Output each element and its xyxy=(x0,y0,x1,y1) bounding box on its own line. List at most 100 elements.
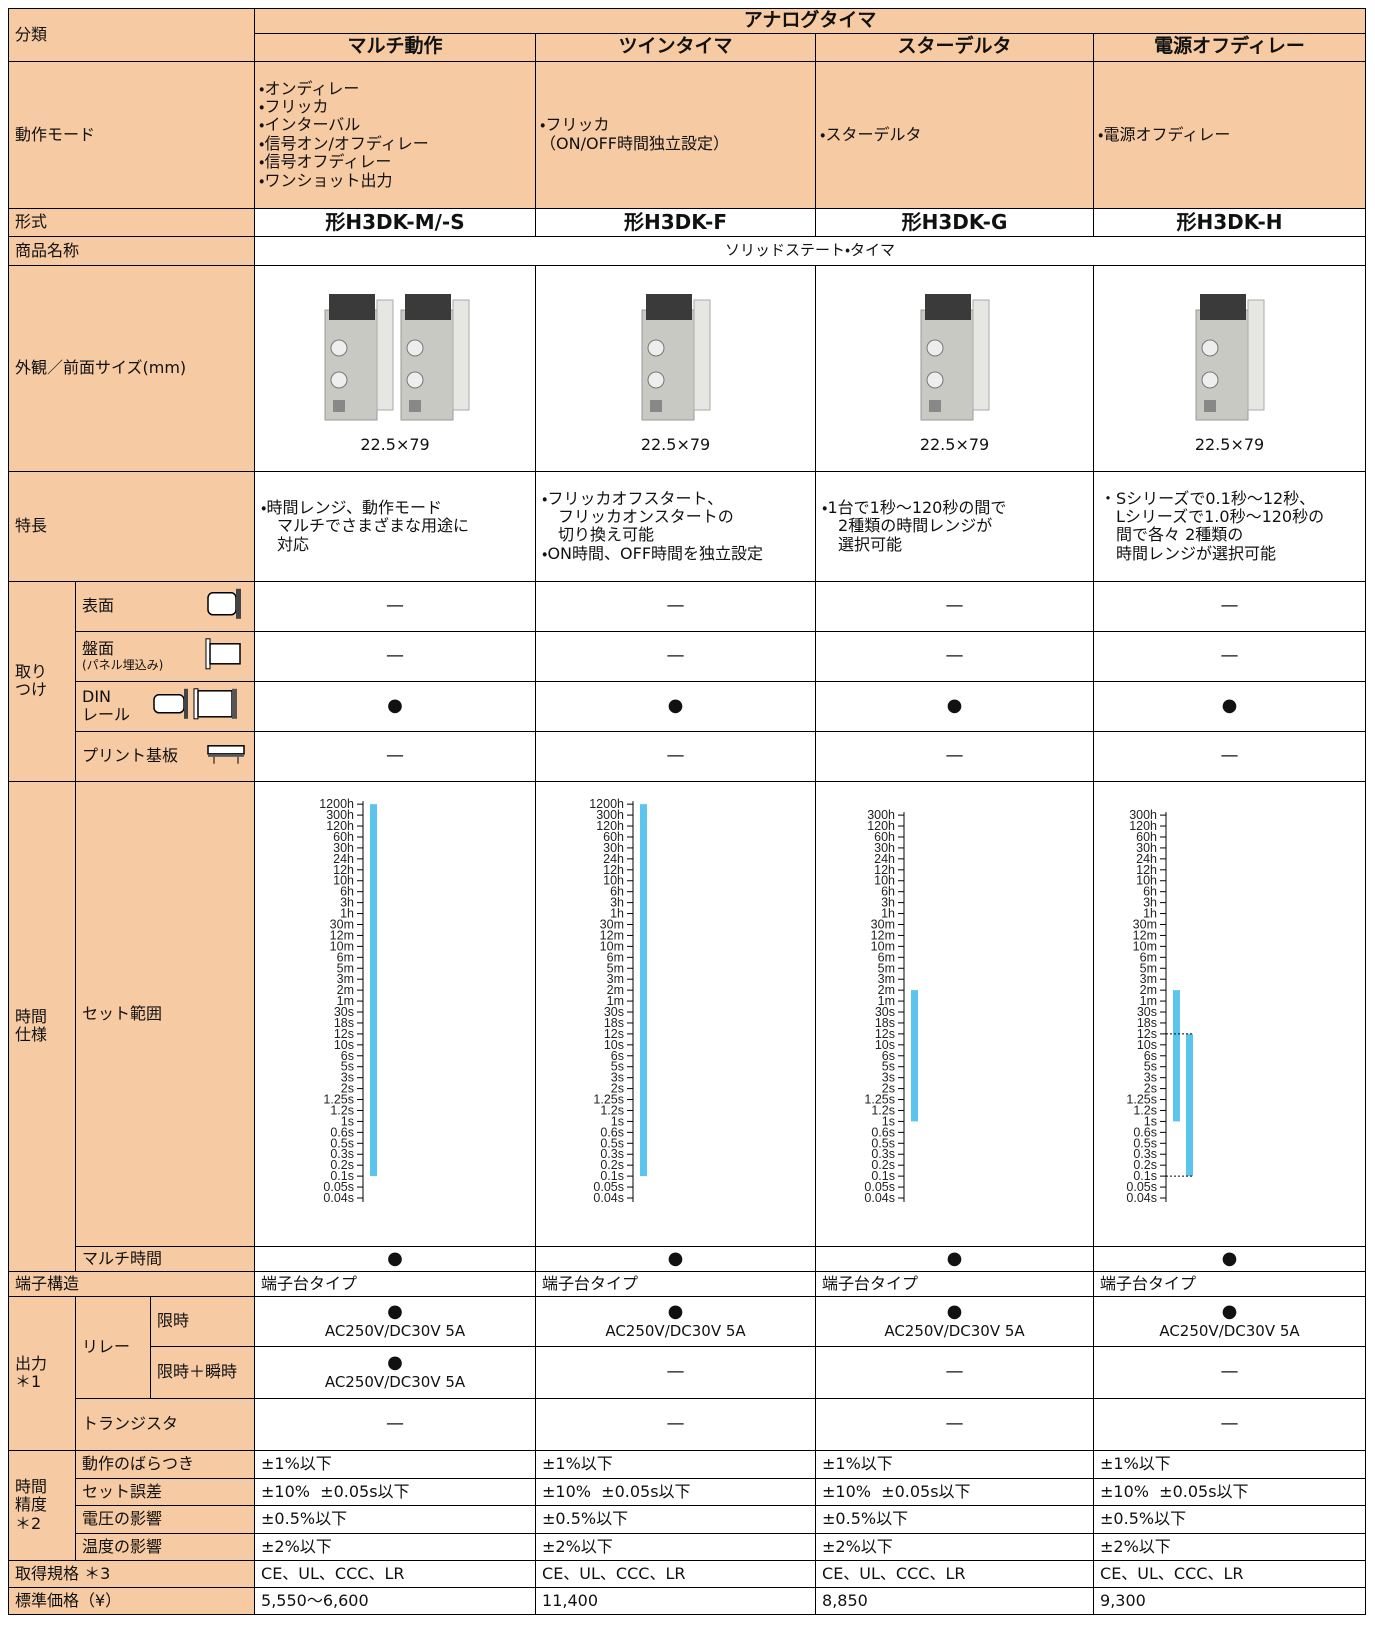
scale-label: 5s xyxy=(341,1060,354,1074)
mode-cell: ・オンディレー ・フリッカ ・インターバル ・信号オン/オフディレー ・信号オフ… xyxy=(254,60,537,209)
scale-label: 120h xyxy=(867,819,895,833)
scale-label: 2s xyxy=(882,1081,895,1095)
scale-label: 0.04s xyxy=(1126,1191,1157,1205)
appearance-cell: 22.5×79 xyxy=(1093,264,1367,472)
device-shape xyxy=(693,299,711,411)
output-mark: ● xyxy=(387,1352,403,1374)
mount-label: 表面 xyxy=(74,580,256,632)
output-cell: ● AC250V/DC30V 5A xyxy=(254,1345,537,1399)
icon-shape xyxy=(207,592,237,616)
scale-label: 12h xyxy=(603,863,624,877)
product-name: ソリッドステート・タイマ xyxy=(254,235,1367,266)
scale-label: 1200h xyxy=(319,797,354,811)
range-row: 時間 仕様 セット範囲 1200h 300h 120h 60h 30h 24h 12h 10h 6h… xyxy=(8,780,1367,1272)
icon-shape xyxy=(207,745,245,765)
accuracy-cell: ±1%以下 xyxy=(535,1449,817,1479)
scale-label: 1s xyxy=(341,1114,354,1128)
scale-label: 30h xyxy=(603,841,624,855)
product-image xyxy=(1195,294,1265,421)
scale-label: 12h xyxy=(874,863,895,877)
row-label: 温度の影響 xyxy=(74,1532,256,1561)
output-cell: — xyxy=(535,1397,817,1451)
scale-label: 30m xyxy=(600,917,624,931)
scale-label: 24h xyxy=(1136,852,1157,866)
mounting-row: 取り つけ 表面 — — — — xyxy=(8,580,1367,782)
scale-label: 6s xyxy=(611,1049,624,1063)
product-header: マルチ動作 xyxy=(254,32,537,62)
icon-shape xyxy=(232,689,238,720)
scale-label: 1m xyxy=(607,994,624,1008)
terminal-cell: 端子台タイプ xyxy=(535,1270,817,1297)
mounting-row: DIN レール ● ● ● ● xyxy=(9,680,1367,732)
scale-label: 1.2s xyxy=(330,1103,354,1117)
scale-label: 300h xyxy=(596,808,624,822)
scale-label: 5m xyxy=(607,961,624,975)
mount-cell: — xyxy=(815,730,1095,782)
group-label: 出力 ＊1 xyxy=(8,1295,76,1451)
scale-label: 6s xyxy=(1144,1049,1157,1063)
scale-label: 0.3s xyxy=(600,1147,624,1161)
scale-label: 1.25s xyxy=(593,1092,624,1106)
mount-icon xyxy=(204,588,246,624)
scale-label: 12s xyxy=(875,1027,895,1041)
appearance-cell: 22.5×79 xyxy=(535,264,817,472)
price-cell: 5,550～6,600 xyxy=(254,1586,537,1615)
time-range-chart: 1200h300h120h60h30h24h12h10h6h3h1h30m12m… xyxy=(589,797,648,1205)
appearance-cell: 22.5×79 xyxy=(815,264,1095,472)
scale-label: 18s xyxy=(1137,1016,1157,1030)
range-cell: 300h 120h 60h 30h 24h 12h 10h 6h 3h 1h 30m 12m 10m 6m… xyxy=(1093,780,1367,1247)
scale-label: 0.04s xyxy=(323,1191,354,1205)
mount-cell: — xyxy=(254,630,537,682)
time-range-chart: 300h120h60h30h24h12h10h6h3h1h30m12m10m6m… xyxy=(1126,808,1194,1205)
output-mark: ● xyxy=(387,1301,403,1323)
scale-label: 30s xyxy=(334,1005,354,1019)
range-bar xyxy=(640,804,648,1176)
mode-cell: ・フリッカ （ON/OFF時間独立設定） xyxy=(535,60,817,209)
output-cell: ● AC250V/DC30V 5A xyxy=(254,1295,537,1347)
feature-cell: ・1台で1秒～120秒の間で 2種類の時間レンジが 選択可能 xyxy=(815,470,1095,582)
product-image xyxy=(641,294,711,421)
icon-shape xyxy=(208,754,245,758)
icon-shape xyxy=(209,643,241,665)
scale-label: 60h xyxy=(333,830,354,844)
accuracy-cell: ±0.5%以下 xyxy=(815,1504,1095,1534)
accuracy-cell: ±2%以下 xyxy=(535,1532,817,1561)
row-label: 外観／前面サイズ(mm) xyxy=(7,264,256,472)
accuracy-cell: ±2%以下 xyxy=(254,1532,537,1561)
scale-label: 3h xyxy=(610,895,624,909)
scale-label: 1200h xyxy=(589,797,624,811)
scale-label: 5m xyxy=(878,961,895,975)
icon-shape xyxy=(197,690,233,718)
scale-label: 1.2s xyxy=(600,1103,624,1117)
scale-label: 120h xyxy=(326,819,354,833)
range-cell: 1200h 300h 120h 60h 30h 24h 12h 10h 6h 3h 1h 30m 12m… xyxy=(254,780,537,1247)
icon-shape xyxy=(184,689,189,720)
standards-row: 取得規格 ＊3 CE、UL、CCC、LR CE、UL、CCC、LR CE、UL、CCC… xyxy=(7,1559,1367,1588)
scale-label: 0.05s xyxy=(864,1180,895,1194)
scale-label: 24h xyxy=(603,852,624,866)
mode-cell: ・電源オフディレー xyxy=(1093,60,1367,209)
product-header: 電源オフディレー xyxy=(1093,32,1367,62)
output-row: トランジスタ — — — — xyxy=(9,1397,1367,1451)
group-label: 取り つけ xyxy=(8,580,76,782)
scale-label: 12m xyxy=(871,928,895,942)
device-shape xyxy=(926,339,944,357)
scale-label: 30h xyxy=(874,841,895,855)
mount-cell: ● xyxy=(254,680,537,732)
scale-label: 0.2s xyxy=(600,1158,624,1172)
accuracy-row: 温度の影響 ±2%以下 ±2%以下 ±2%以下 ±2%以下 xyxy=(9,1532,1367,1561)
device-shape xyxy=(1247,299,1265,411)
scale-label: 0.3s xyxy=(1133,1147,1157,1161)
accuracy-cell: ±1%以下 xyxy=(254,1449,537,1479)
scale-label: 3s xyxy=(611,1071,624,1085)
scale-label: 18s xyxy=(334,1016,354,1030)
scale-label: 0.6s xyxy=(330,1125,354,1139)
row-note: (パネル埋込み) xyxy=(82,657,164,672)
accuracy-row: 電圧の影響 ±0.5%以下 ±0.5%以下 ±0.5%以下 ±0.5%以下 xyxy=(9,1504,1367,1534)
device-shape xyxy=(333,400,346,413)
scale-label: 12h xyxy=(1136,863,1157,877)
accuracy-cell: ±2%以下 xyxy=(815,1532,1095,1561)
mount-icon xyxy=(206,742,246,770)
scale-label: 6m xyxy=(1140,950,1157,964)
output-mark: — xyxy=(1220,1361,1239,1382)
